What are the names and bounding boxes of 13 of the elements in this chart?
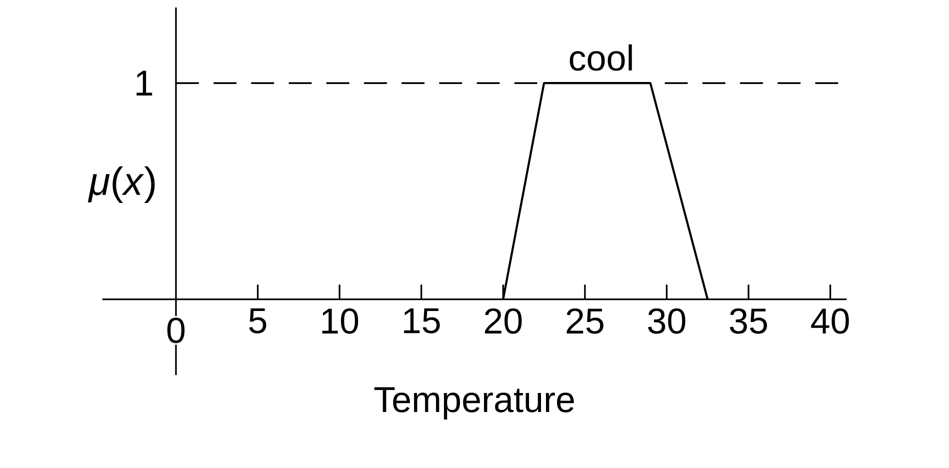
annotation: cool bbox=[570, 44, 632, 71]
y-axis-title: μ(x) bbox=[88, 166, 155, 203]
x-tick-label: 5 bbox=[249, 308, 266, 334]
ref-line-label: 1 bbox=[136, 70, 152, 96]
x-tick-label: 20 bbox=[484, 308, 522, 334]
x-tick-label: 40 bbox=[811, 308, 849, 334]
x-tick-label: 15 bbox=[404, 308, 440, 334]
x-tick-label: 10 bbox=[322, 308, 358, 334]
x-tick-label: 25 bbox=[566, 308, 604, 334]
x-tick-label: 30 bbox=[648, 308, 686, 334]
x-tick-label: 0 bbox=[167, 318, 185, 344]
x-axis-title: Temperature bbox=[374, 387, 574, 420]
x-tick-label: 35 bbox=[730, 308, 767, 334]
